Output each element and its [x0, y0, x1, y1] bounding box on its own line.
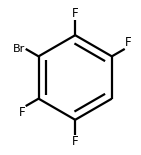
Text: F: F	[18, 106, 25, 119]
Text: F: F	[72, 135, 79, 148]
Text: Br: Br	[13, 44, 25, 54]
Text: F: F	[125, 36, 132, 49]
Text: F: F	[72, 7, 79, 20]
